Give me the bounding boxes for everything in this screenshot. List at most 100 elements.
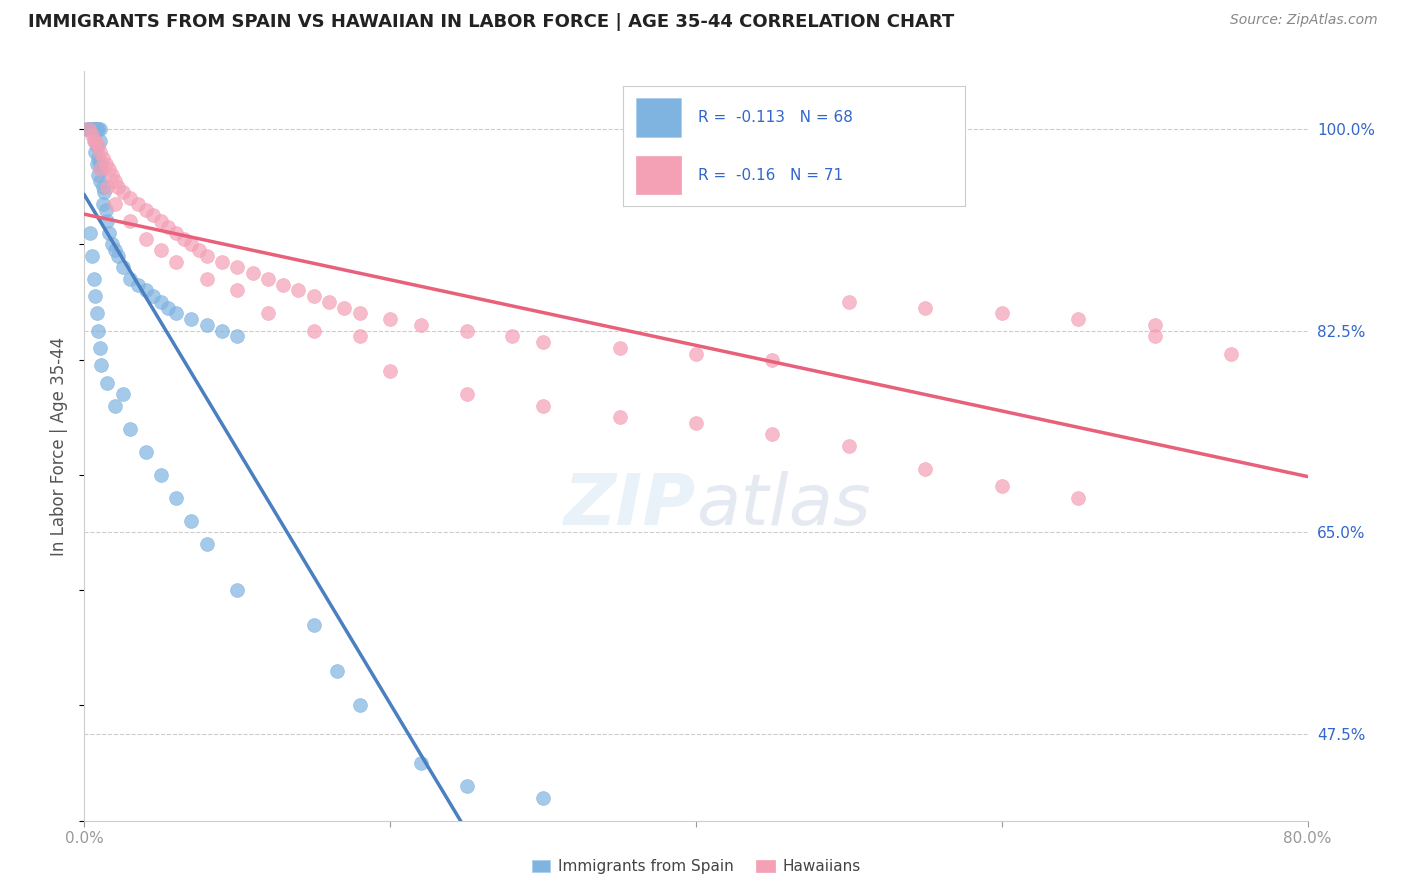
Point bbox=[97, 162, 120, 177]
Point bbox=[195, 537, 218, 551]
Point bbox=[80, 128, 103, 142]
Point bbox=[226, 260, 249, 275]
Point bbox=[120, 272, 142, 286]
Point bbox=[991, 479, 1014, 493]
Point bbox=[165, 491, 187, 505]
Point bbox=[120, 214, 142, 228]
Point bbox=[87, 122, 110, 136]
Point bbox=[149, 243, 172, 257]
Text: ZIP: ZIP bbox=[564, 472, 696, 541]
Point bbox=[86, 156, 108, 170]
Point bbox=[142, 209, 165, 223]
Point bbox=[531, 399, 554, 413]
Point bbox=[149, 214, 172, 228]
Point bbox=[135, 231, 157, 245]
Point bbox=[1067, 491, 1090, 505]
Point bbox=[761, 352, 783, 367]
Point bbox=[87, 151, 110, 165]
Point bbox=[609, 410, 631, 425]
Point bbox=[76, 122, 98, 136]
Point bbox=[135, 444, 157, 458]
Point bbox=[318, 294, 340, 309]
Point bbox=[89, 174, 111, 188]
Point bbox=[80, 249, 103, 263]
Point bbox=[180, 514, 202, 528]
Point bbox=[104, 197, 127, 211]
Point bbox=[380, 312, 402, 326]
Point bbox=[104, 174, 127, 188]
Point bbox=[211, 324, 233, 338]
Point bbox=[96, 376, 118, 390]
Point bbox=[165, 306, 187, 320]
Point bbox=[93, 186, 115, 200]
Text: Source: ZipAtlas.com: Source: ZipAtlas.com bbox=[1230, 13, 1378, 28]
Point bbox=[84, 134, 107, 148]
Point bbox=[325, 664, 347, 678]
Point bbox=[531, 790, 554, 805]
Point bbox=[87, 324, 110, 338]
Point bbox=[302, 289, 325, 303]
Point bbox=[79, 226, 101, 240]
Point bbox=[120, 422, 142, 436]
Point bbox=[111, 387, 134, 401]
Point bbox=[83, 272, 105, 286]
Point bbox=[80, 122, 103, 136]
Point bbox=[135, 284, 157, 298]
Point bbox=[685, 347, 707, 361]
Point bbox=[96, 179, 118, 194]
Point bbox=[349, 306, 371, 320]
Point bbox=[91, 179, 114, 194]
Point bbox=[90, 359, 112, 373]
Point bbox=[302, 324, 325, 338]
Point bbox=[101, 168, 124, 182]
Point bbox=[302, 617, 325, 632]
Point bbox=[87, 139, 110, 153]
Point bbox=[111, 260, 134, 275]
Point bbox=[90, 162, 112, 177]
Point bbox=[157, 219, 180, 234]
Point bbox=[104, 399, 127, 413]
Point bbox=[195, 318, 218, 332]
Point bbox=[87, 168, 110, 182]
Point bbox=[83, 122, 105, 136]
Point bbox=[409, 756, 432, 770]
Point bbox=[107, 249, 129, 263]
Point bbox=[991, 306, 1014, 320]
Point bbox=[226, 284, 249, 298]
Point bbox=[242, 266, 264, 280]
Point bbox=[188, 243, 211, 257]
Point bbox=[838, 439, 860, 453]
Point bbox=[89, 134, 111, 148]
Point bbox=[83, 122, 105, 136]
Y-axis label: In Labor Force | Age 35-44: In Labor Force | Age 35-44 bbox=[51, 336, 69, 556]
Point bbox=[914, 301, 936, 315]
Point bbox=[104, 243, 127, 257]
Point bbox=[211, 254, 233, 268]
Point bbox=[127, 197, 149, 211]
Point bbox=[107, 179, 129, 194]
Point bbox=[89, 122, 111, 136]
Point bbox=[111, 186, 134, 200]
Point bbox=[838, 294, 860, 309]
Point bbox=[195, 249, 218, 263]
Text: IMMIGRANTS FROM SPAIN VS HAWAIIAN IN LABOR FORCE | AGE 35-44 CORRELATION CHART: IMMIGRANTS FROM SPAIN VS HAWAIIAN IN LAB… bbox=[28, 13, 955, 31]
Point bbox=[84, 289, 107, 303]
Point bbox=[83, 134, 105, 148]
Point bbox=[84, 122, 107, 136]
Point bbox=[120, 191, 142, 205]
Point bbox=[1143, 318, 1166, 332]
Point bbox=[86, 122, 108, 136]
Point bbox=[86, 139, 108, 153]
Point bbox=[226, 583, 249, 598]
Point bbox=[349, 329, 371, 343]
Point bbox=[609, 341, 631, 355]
Legend: Immigrants from Spain, Hawaiians: Immigrants from Spain, Hawaiians bbox=[526, 854, 866, 880]
Point bbox=[91, 151, 114, 165]
Point bbox=[89, 162, 111, 177]
Point bbox=[456, 779, 478, 793]
Point bbox=[761, 427, 783, 442]
Point bbox=[287, 284, 309, 298]
Point bbox=[1067, 312, 1090, 326]
Point bbox=[89, 145, 111, 159]
Point bbox=[77, 122, 100, 136]
